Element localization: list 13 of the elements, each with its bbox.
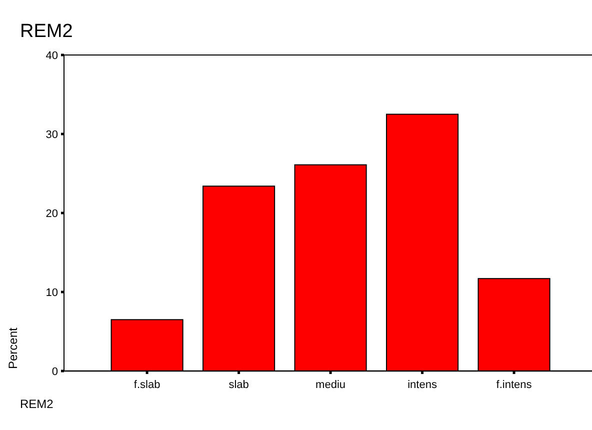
y-tick-label: 30: [46, 128, 58, 141]
x-tick-label: mediu: [316, 379, 346, 391]
y-tick-label: 10: [46, 286, 58, 299]
x-tick-label: f.intens: [496, 379, 532, 391]
y-tick-label: 40: [46, 50, 58, 62]
x-tick-label: f.slab: [134, 379, 160, 391]
y-tick-label: 20: [46, 208, 58, 220]
x-tick-label: intens: [408, 379, 438, 391]
x-axis-title: REM2: [20, 397, 54, 411]
y-tick-label: 0: [52, 366, 58, 378]
y-axis-title: Percent: [6, 326, 20, 369]
x-tick-label: slab: [228, 379, 249, 391]
chart-title: REM2: [20, 21, 73, 42]
